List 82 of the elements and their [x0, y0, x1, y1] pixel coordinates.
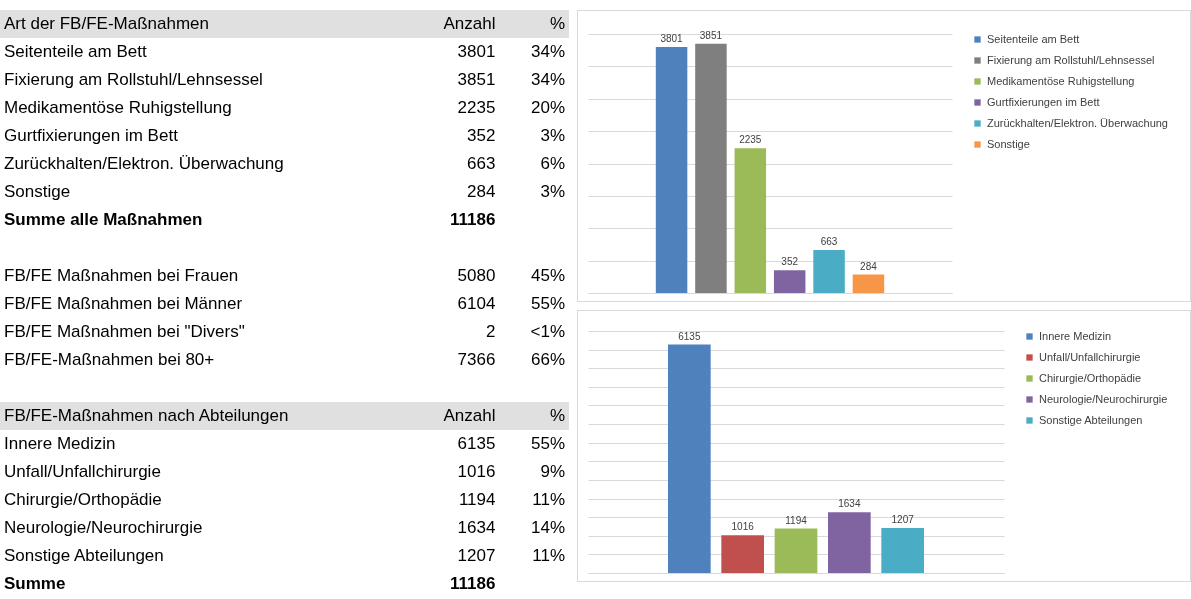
text: 11%	[532, 546, 565, 565]
text: Fixierung am Rollstuhl/Lehnsessel	[4, 70, 263, 89]
legend-label: Seitenteile am Bett	[987, 32, 1080, 45]
text: 3%	[540, 126, 565, 145]
text: 9%	[540, 462, 565, 481]
text: Summe	[4, 574, 66, 593]
legend-label: Zurückhalten/Elektron. Überwachung	[987, 116, 1168, 129]
text: 3%	[540, 182, 565, 201]
text: 7366	[457, 350, 496, 369]
data-label: 1634	[838, 498, 861, 510]
text: 45%	[530, 266, 565, 285]
text: 1207	[457, 546, 496, 565]
data-label: 352	[781, 256, 799, 268]
text: 34%	[530, 70, 565, 89]
bar	[734, 148, 767, 293]
text: Medikamentöse Ruhigstellung	[4, 98, 232, 117]
text: 1016	[457, 462, 496, 481]
text: Sonstige	[4, 182, 71, 201]
text: Chirurgie/Orthopädie	[4, 490, 162, 509]
text: 55%	[530, 294, 565, 313]
legend-label: Chirurgie/Orthopädie	[1039, 371, 1142, 384]
data-label: 1194	[785, 514, 808, 526]
text: Unfall/Unfallchirurgie	[4, 462, 161, 481]
text: 6135	[457, 434, 496, 453]
bar	[828, 512, 871, 573]
bar	[655, 46, 688, 293]
text: 663	[467, 154, 496, 173]
text: FB/FE-Maßnahmen bei 80+	[4, 350, 215, 369]
legend-label: Sonstige Abteilungen	[1039, 413, 1143, 426]
text: 6104	[457, 294, 496, 313]
data-label: 663	[820, 236, 838, 248]
data-label: 6135	[678, 330, 701, 342]
text: 284	[467, 182, 496, 201]
text: 66%	[530, 350, 565, 369]
text: Gurtfixierungen im Bett	[4, 126, 178, 145]
legend-label: Neurologie/Neurochirurgie	[1039, 392, 1168, 405]
text: Summe alle Maßnahmen	[4, 210, 203, 229]
legend-label: Fixierung am Rollstuhl/Lehnsessel	[987, 53, 1155, 66]
bar	[695, 43, 727, 293]
legend-label: Sonstige	[987, 137, 1030, 150]
data-label: 3801	[660, 32, 684, 44]
text: FB/FE Maßnahmen bei "Divers"	[4, 322, 245, 341]
text: 14%	[530, 518, 565, 537]
bar	[852, 274, 885, 293]
text: 11%	[532, 490, 565, 509]
text: 1634	[457, 518, 496, 537]
text: Sonstige Abteilungen	[4, 546, 164, 565]
bar	[668, 344, 711, 573]
legend-label: Gurtfixierungen im Bett	[987, 95, 1100, 108]
bar	[881, 528, 924, 573]
text: 2	[485, 322, 496, 341]
text: Neurologie/Neurochirurgie	[4, 518, 203, 537]
text: 2235	[457, 98, 496, 117]
text: 3851	[457, 70, 496, 89]
text: 1194	[458, 490, 496, 509]
bar	[774, 528, 818, 573]
text: 3801	[457, 42, 496, 61]
text: Innere Medizin	[4, 434, 116, 453]
text: 20%	[530, 98, 565, 117]
bar	[721, 535, 764, 573]
text: FB/FE Maßnahmen bei Frauen	[4, 266, 239, 285]
bar	[773, 270, 806, 293]
data-label: 1207	[891, 514, 915, 526]
text: 6%	[540, 154, 565, 173]
text: <1%	[530, 322, 565, 341]
bar	[813, 250, 845, 293]
text: 352	[467, 126, 496, 145]
text: Zurückhalten/Elektron. Überwachung	[4, 154, 284, 173]
text: 34%	[530, 42, 565, 61]
data-label: 1016	[731, 521, 755, 533]
text: 55%	[530, 434, 565, 453]
data-label: 3851	[699, 29, 723, 41]
legend-label: Medikamentöse Ruhigstellung	[987, 74, 1135, 87]
text: 5080	[457, 266, 496, 285]
text: 11186	[450, 574, 496, 593]
data-label: 284	[860, 260, 878, 272]
legend-label: Innere Medizin	[1039, 329, 1112, 342]
text: Seitenteile am Bett	[4, 42, 147, 61]
text: 11186	[450, 210, 496, 229]
text: FB/FE Maßnahmen bei Männer	[4, 294, 243, 313]
data-label: 2235	[739, 134, 762, 146]
legend-label: Unfall/Unfallchirurgie	[1039, 350, 1141, 363]
